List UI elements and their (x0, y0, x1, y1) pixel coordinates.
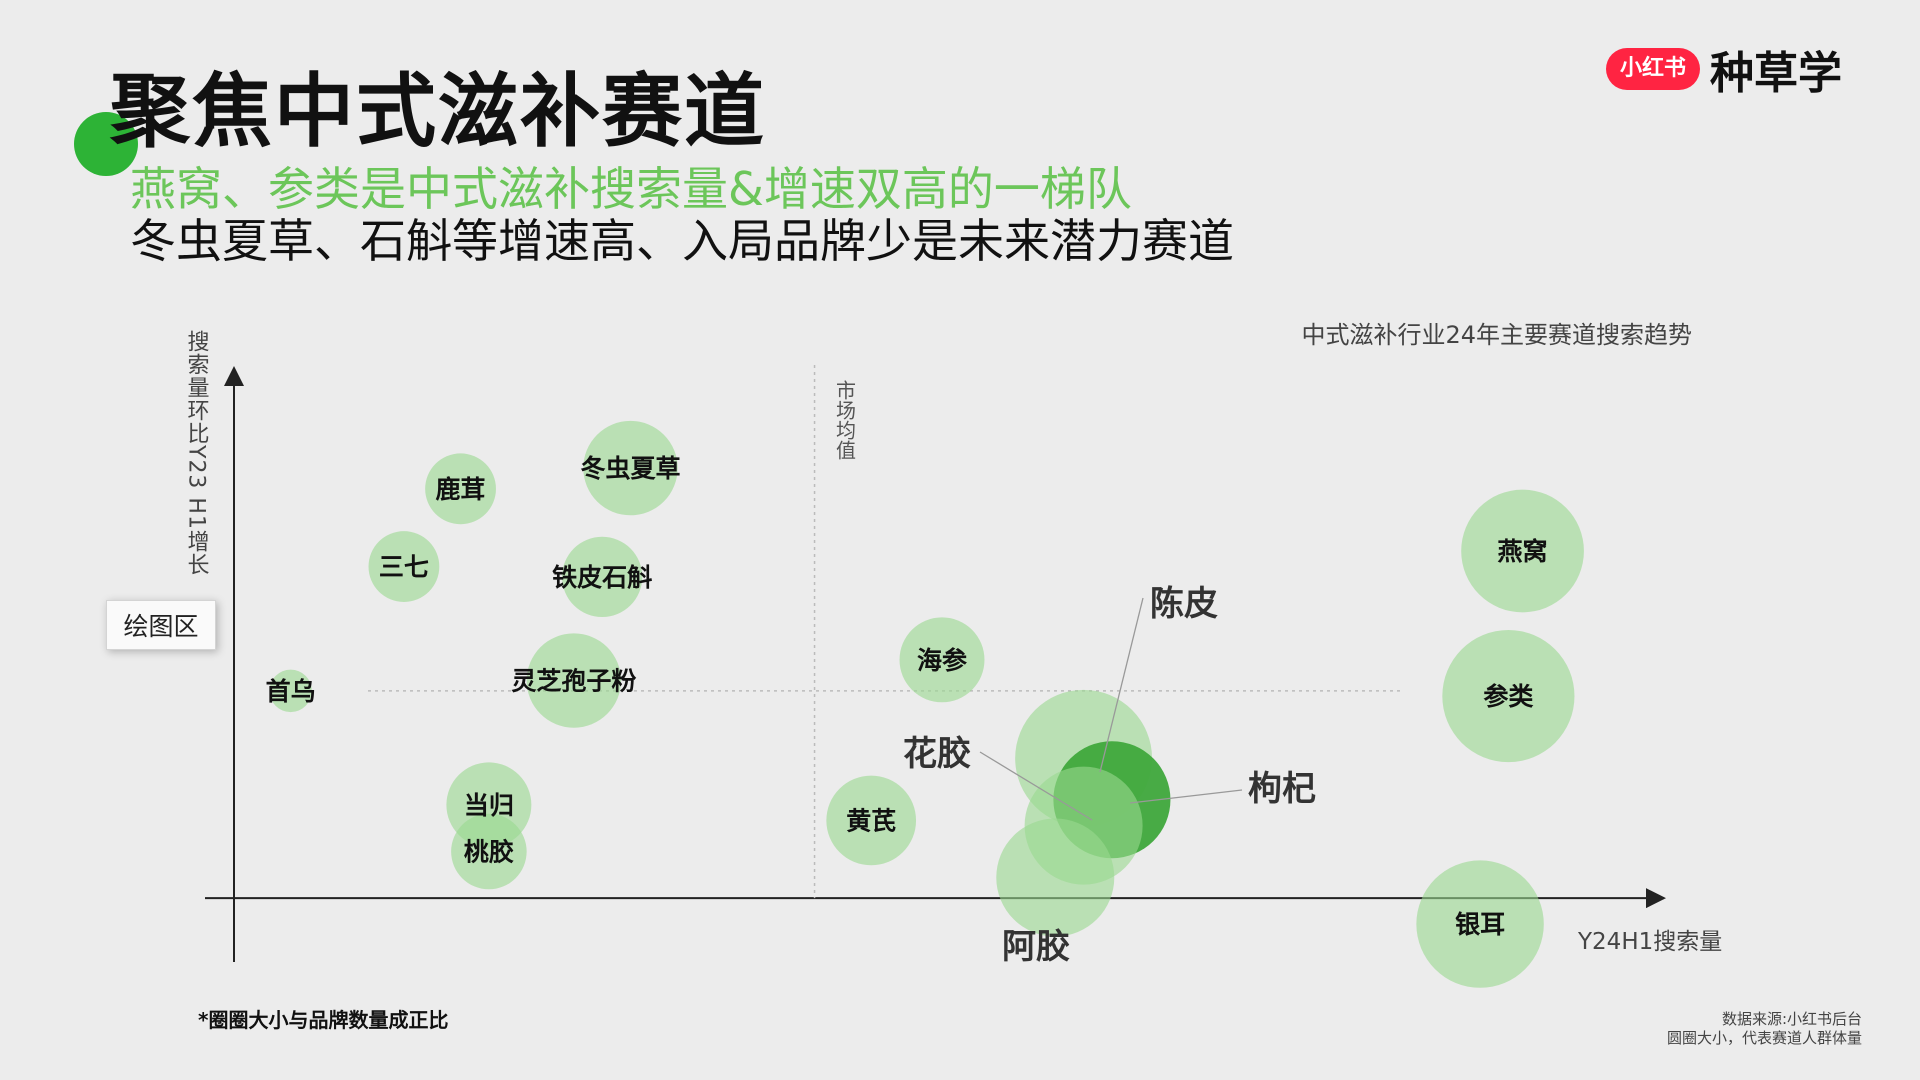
page-title: 聚焦中式滋补赛道 (110, 65, 766, 158)
bubble-point (368, 531, 440, 602)
bubble-point (826, 775, 917, 866)
subtitle: 冬虫夏草、石斛等增速高、入局品牌少是未来潜力赛道 (130, 214, 1234, 268)
logo-text: 种草学 (1710, 48, 1843, 99)
bubble-label: 三七 (379, 553, 429, 582)
bubble-label: 海参 (917, 646, 967, 675)
bubble-label: 黄芪 (846, 806, 896, 835)
bubble-label: 灵芝孢子粉 (511, 667, 636, 696)
bubble-label: 桃胶 (464, 838, 514, 867)
bubble-label: 首乌 (266, 677, 316, 706)
callout-line (979, 751, 1093, 821)
bubble-point (1442, 630, 1575, 763)
x-axis-label: Y24H1搜索量 (1577, 929, 1722, 955)
footnote: *圈圈大小与品牌数量成正比 (198, 1008, 449, 1032)
bubble-point (899, 617, 985, 703)
bubble-label: 花胶 (903, 734, 971, 774)
bubble-point (269, 669, 312, 713)
bubble-point (583, 420, 678, 516)
logo-badge: 小红书 (1606, 48, 1701, 90)
title-accent-dot (74, 112, 138, 176)
bubble-point (996, 818, 1115, 937)
bubble-label: 陈皮 (1150, 584, 1218, 624)
bubble-label: 鹿茸 (436, 475, 486, 504)
bubble-label: 燕窝 (1498, 537, 1548, 566)
bubble-point (451, 813, 527, 890)
brand-logo: 小红书 种草学 (1606, 44, 1842, 99)
callout-line (1099, 597, 1144, 773)
bubble-point (1416, 860, 1544, 988)
reference-line-label: 市场均值 (833, 380, 857, 460)
callout-line (1129, 789, 1243, 804)
bubble-label: 参类 (1483, 682, 1534, 711)
bubble-point (1461, 489, 1584, 613)
bubble-label: 冬虫夏草 (580, 454, 680, 483)
source-line: 数据来源:小红书后台 (1721, 1010, 1862, 1028)
bubble-label: 阿胶 (1002, 927, 1070, 967)
bubble-label: 当归 (464, 791, 514, 820)
bubble-point (526, 633, 622, 728)
plot-area-tooltip[interactable]: 绘图区 (106, 600, 216, 650)
y-axis-label: 搜索量环比Y23 H1增长 (184, 330, 210, 576)
bubble-point (562, 536, 643, 618)
bubble-label: 银耳 (1455, 910, 1505, 939)
subtitle-highlight: 燕窝、参类是中式滋补搜索量&增速双高的一梯队 (130, 162, 1132, 216)
bubble-point (425, 453, 496, 525)
source-line: 圆圈大小，代表赛道人群体量 (1666, 1029, 1862, 1047)
source-note: 数据来源:小红书后台 圆圈大小，代表赛道人群体量 (1667, 1010, 1862, 1048)
chart-title: 中式滋补行业24年主要赛道搜索趋势 (1301, 321, 1692, 349)
bubble-label: 枸杞 (1248, 769, 1316, 809)
bubble-label: 铁皮石斛 (552, 563, 652, 592)
